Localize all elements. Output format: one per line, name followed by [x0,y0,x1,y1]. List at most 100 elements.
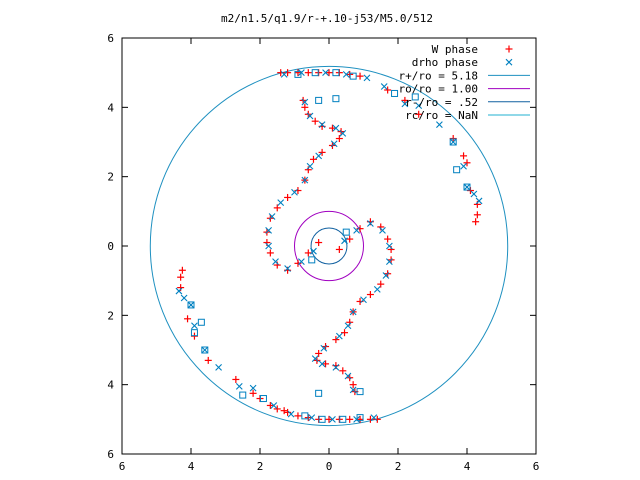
drho-phase-point [301,176,309,184]
x-tick-label: 2 [257,460,264,473]
points-layer [175,69,483,423]
drho-phase-point [306,112,314,120]
drho-phase-point [475,197,483,205]
x-tick-label: 4 [188,460,195,473]
y-tick-label: 4 [107,379,114,392]
x-axis: 6 4 2 0 2 4 6 [119,38,539,473]
legend-marker [505,58,513,66]
drho-phase-point [291,188,298,196]
y-tick-label: 2 [107,309,114,322]
drho-phase-point [308,414,316,421]
drho-phase-point [332,124,340,132]
drho-phase-point [187,301,195,309]
drho-phase-point [301,98,309,106]
drho-phase-point [330,140,338,148]
drho-square-point [259,395,267,403]
drho-square-point [356,414,364,422]
drho-square-point [463,183,471,191]
circles-layer [149,65,509,427]
drho-phase-point [342,71,350,78]
drho-phase-point [270,402,278,409]
drho-phase-point [287,410,295,418]
drho-phase-point [436,121,443,129]
drho-square-point [294,70,302,78]
drho-phase-point [332,363,340,371]
drho-phase-point [385,258,393,265]
drho-phase-point [329,415,336,423]
drho-phase-point [353,227,360,234]
drho-phase-point [349,386,357,394]
drho-square-point [308,256,316,264]
legend-label: r-/ro = .52 [405,96,478,109]
x-tick-label: 4 [464,460,471,473]
drho-phase-point [268,213,276,220]
legend-label: ro/ro = 1.00 [399,83,478,96]
drho-phase-point [310,247,317,255]
drho-square-point [411,93,419,101]
drho-square-point [315,96,323,104]
drho-square-point [239,391,247,399]
drho-phase-point [298,258,305,265]
legend-label: r+/ro = 5.18 [399,69,478,82]
drho-phase-point [315,152,323,160]
y-tick-label: 6 [107,448,114,461]
drho-phase-point [280,71,288,78]
drho-square-point [315,389,323,397]
drho-square-point [318,415,326,423]
drho-phase-point [318,360,326,368]
drho-phase-point [265,227,273,234]
drho-square-point [187,301,195,309]
drho-phase-point [277,199,285,207]
drho-square-point [342,228,350,236]
drho-square-point [449,138,457,146]
drho-square-point [201,346,209,354]
drho-phase-point [335,332,343,340]
drho-phase-point [460,162,467,170]
drho-phase-point [284,265,291,272]
drho-phase-point [265,242,273,250]
drho-square-point [339,415,347,423]
drho-square-point [356,388,364,396]
drho-phase-point [318,121,326,129]
drho-phase-point [180,294,188,302]
x-tick-label: 2 [395,460,402,473]
drho-phase-point [470,190,478,198]
drho-phase-point [449,138,457,146]
drho-phase-point [380,83,388,90]
y-axis: 6 4 2 0 2 4 6 [107,32,536,461]
drho-phase-point [360,296,367,304]
drho-square-point [349,72,357,80]
x-tick-label: 6 [119,460,126,473]
radius-circle [294,210,364,282]
drho-phase-point [272,258,279,265]
drho-square-point [197,318,205,326]
drho-phase-point [215,363,222,371]
drho-phase-point [382,272,390,279]
y-tick-label: 0 [107,240,114,253]
y-tick-label: 4 [107,101,114,114]
drho-square-point [332,95,340,103]
drho-phase-point [322,69,329,77]
drho-phase-point [401,100,409,108]
drho-phase-point [385,242,393,250]
y-tick-label: 6 [107,32,114,45]
drho-square-point [332,69,340,77]
drho-phase-point [201,346,209,354]
drho-phase-point [463,183,471,191]
drho-phase-point [367,220,374,227]
drho-phase-point [306,162,314,170]
x-tick-label: 0 [326,460,333,473]
legend-label: rc/ro = NaN [405,109,478,122]
drho-square-point [311,69,319,77]
drho-phase-point [339,129,347,137]
drho-phase-point [344,322,352,330]
chart-title: m2/n1.5/q1.9/r-+.10-j53/M5.0/512 [221,12,433,25]
drho-phase-point [349,308,357,316]
drho-phase-point [235,383,243,390]
drho-phase-point [363,74,371,82]
drho-phase-point [415,102,423,109]
radius-circle [310,227,348,265]
drho-phase-point [341,237,348,245]
drho-phase-point [191,322,198,330]
